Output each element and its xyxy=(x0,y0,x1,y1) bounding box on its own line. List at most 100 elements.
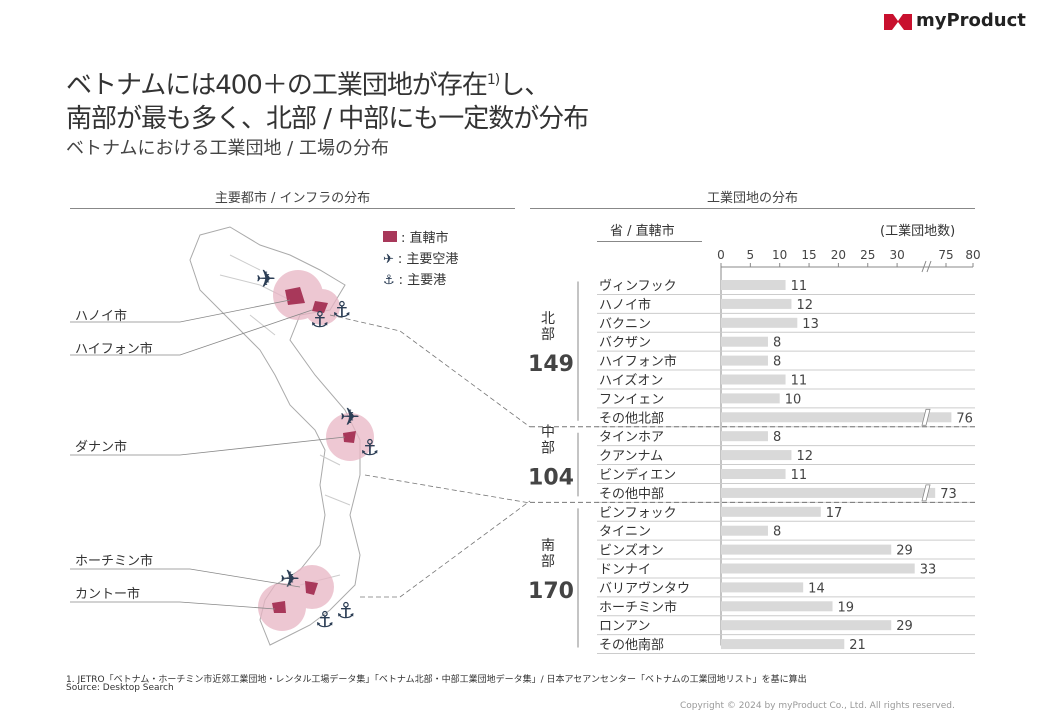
data-label: 19 xyxy=(838,600,855,615)
category-label: タインホア xyxy=(599,430,664,445)
category-label: フンイェン xyxy=(599,392,664,407)
data-label: 14 xyxy=(808,581,825,596)
anchor-icon: ⚓ xyxy=(383,273,395,288)
x-tick-label: 80 xyxy=(965,248,980,262)
square-icon xyxy=(383,231,397,242)
bar-break xyxy=(921,408,931,426)
x-tick-label: 30 xyxy=(889,248,904,262)
city-label: ダナン市 xyxy=(75,440,128,455)
city-label: ハノイ市 xyxy=(75,309,128,324)
data-label: 10 xyxy=(785,392,802,407)
axis-break xyxy=(921,260,932,273)
group-total: 104 xyxy=(528,466,574,491)
copyright: Copyright © 2024 by myProduct Co., Ltd. … xyxy=(680,701,955,711)
bar xyxy=(721,317,798,328)
group-label: 北 xyxy=(541,311,555,327)
bar-break xyxy=(921,484,931,502)
city-label: ホーチミン市 xyxy=(75,554,154,569)
map-heading: 主要都市 / インフラの分布 xyxy=(214,191,371,206)
city-label: カントー市 xyxy=(75,587,141,602)
group-label: 部 xyxy=(541,441,555,457)
divider xyxy=(530,208,975,209)
source: Source: Desktop Search xyxy=(66,683,174,693)
bar xyxy=(721,563,915,574)
category-label: ドンナイ xyxy=(599,563,651,578)
x-tick-label: 25 xyxy=(860,248,875,262)
data-label: 73 xyxy=(940,487,957,502)
bar xyxy=(721,412,952,423)
category-label: バクニン xyxy=(599,317,651,332)
bar xyxy=(721,336,768,347)
data-label: 8 xyxy=(773,355,781,370)
svg-text:⚓: ⚓ xyxy=(310,308,330,333)
bar xyxy=(721,544,892,555)
category-label: ロンアン xyxy=(599,619,650,634)
category-label: ビンディエン xyxy=(599,467,676,483)
data-label: 8 xyxy=(773,336,781,351)
category-label: タイニン xyxy=(599,525,651,540)
category-label: ハイズオン xyxy=(599,373,663,389)
page-subtitle: ベトナムにおける工業団地 / 工場の分布 xyxy=(66,138,389,159)
bar xyxy=(721,601,833,612)
x-tick-label: 15 xyxy=(801,248,816,262)
svg-text:⚓: ⚓ xyxy=(332,298,352,323)
bar xyxy=(721,487,936,498)
city-label: ハイフォン市 xyxy=(75,342,153,357)
category-label: ホーチミン市 xyxy=(599,599,677,615)
divider xyxy=(70,208,515,209)
bar xyxy=(721,355,768,366)
data-label: 8 xyxy=(773,525,781,540)
group-label: 南 xyxy=(541,538,555,554)
category-label: ビンフォック xyxy=(599,506,677,521)
vietnam-map: ✈✈✈ ⚓ ⚓⚓⚓ ⚓ xyxy=(70,226,531,646)
category-label: バクザン xyxy=(599,336,651,351)
bar xyxy=(721,525,768,536)
data-label: 11 xyxy=(791,374,808,389)
category-label: ビンズオン xyxy=(599,543,664,559)
bar xyxy=(721,450,792,461)
data-label: 11 xyxy=(791,468,808,483)
data-label: 12 xyxy=(796,449,813,464)
group-total: 170 xyxy=(528,579,574,604)
svg-text:⚓: ⚓ xyxy=(315,608,335,633)
bar xyxy=(721,298,792,309)
group-total: 149 xyxy=(528,352,574,377)
bar xyxy=(721,469,786,479)
x-tick-label: 0 xyxy=(717,248,725,262)
category-label: その他北部 xyxy=(599,411,664,426)
group-label: 部 xyxy=(541,327,555,343)
data-label: 13 xyxy=(802,317,819,332)
data-label: 11 xyxy=(791,279,808,294)
category-label: その他中部 xyxy=(599,487,664,502)
data-label: 8 xyxy=(773,430,781,445)
footnote: 1. JETRO「ベトナム・ホーチミン市近郊工業団地・レンタル工場データ集」「ベ… xyxy=(66,675,807,685)
bar xyxy=(721,280,786,290)
unit-label: (工業団地数) xyxy=(880,224,956,239)
bar xyxy=(721,639,845,650)
data-label: 17 xyxy=(826,506,843,521)
bar xyxy=(721,393,780,404)
category-label: その他南部 xyxy=(599,637,664,653)
data-label: 12 xyxy=(796,298,813,313)
data-label: 76 xyxy=(956,411,973,426)
x-tick-label: 20 xyxy=(831,248,846,262)
chart-heading: 工業団地の分布 xyxy=(706,191,798,206)
brand-name: myProduct xyxy=(916,10,1026,31)
svg-text:✈: ✈ xyxy=(256,265,276,293)
group-label: 部 xyxy=(541,554,555,570)
svg-text:✈: ✈ xyxy=(340,403,360,431)
page-title: ベトナムには400＋の工業団地が存在1)し、 南部が最も多く、北部 / 中部にも… xyxy=(66,70,589,134)
category-header: 省 / 直轄市 xyxy=(610,224,675,239)
category-label: ハノイ市 xyxy=(599,297,651,313)
category-label: バリアヴンタウ xyxy=(599,580,690,596)
category-label: ヴィンフック xyxy=(599,278,677,294)
group-label: 中 xyxy=(541,425,555,441)
logo-icon xyxy=(884,13,912,30)
map-legend: : 直轄市 ✈: 主要空港 ⚓: 主要港 xyxy=(383,231,459,288)
svg-text:⚓: ⚓ xyxy=(336,599,356,624)
x-tick-label: 10 xyxy=(772,248,787,262)
data-label: 29 xyxy=(896,619,913,634)
data-label: 33 xyxy=(920,563,937,578)
anchor-icon: ⚓ ⚓⚓⚓ ⚓ xyxy=(310,298,380,633)
